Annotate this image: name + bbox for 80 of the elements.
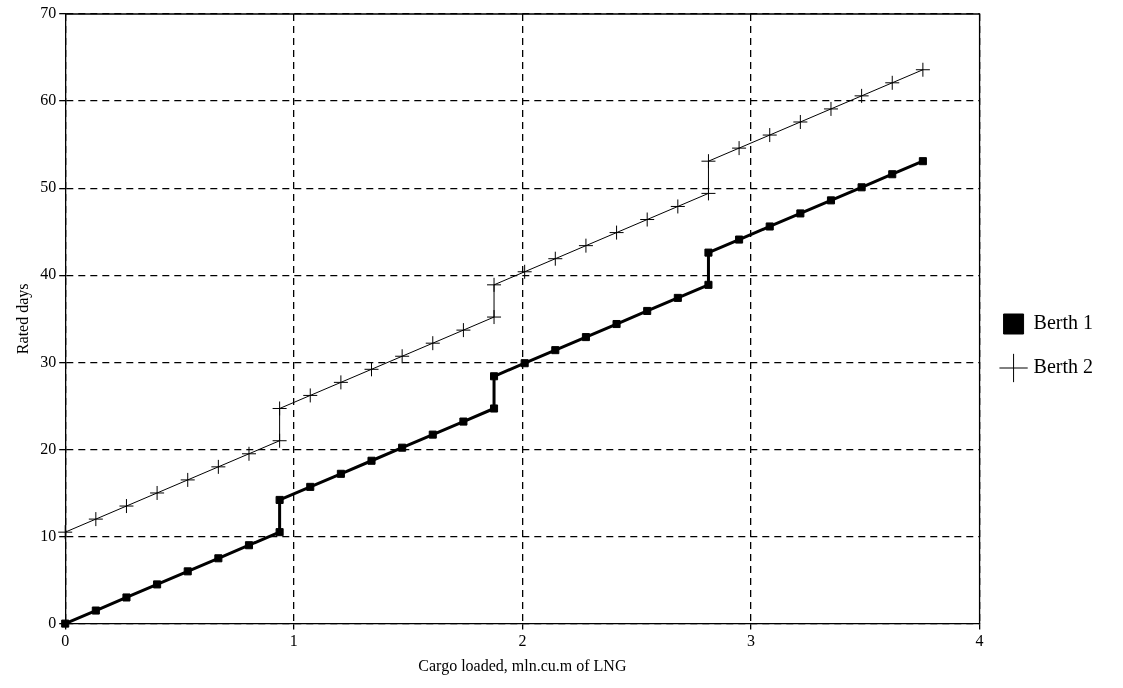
point (336, 469, 345, 478)
point (306, 482, 315, 491)
point (918, 157, 927, 166)
point (700, 185, 716, 201)
point (704, 248, 713, 257)
y-tick-label: 30 (40, 352, 57, 370)
point (490, 404, 499, 413)
point (275, 528, 284, 537)
point (854, 88, 870, 104)
x-tick-label: 3 (746, 632, 755, 650)
point (275, 495, 284, 504)
point (398, 443, 407, 452)
x-tick-label: 2 (518, 632, 527, 650)
point (91, 606, 100, 615)
point (241, 446, 257, 462)
point (459, 417, 468, 426)
point (735, 235, 744, 244)
point (704, 280, 713, 289)
point (272, 401, 288, 416)
point (581, 333, 590, 342)
legend-label: Berth 2 (1033, 355, 1093, 378)
y-tick-label: 20 (40, 439, 57, 457)
point (670, 198, 686, 214)
point (183, 567, 192, 576)
x-tick-label: 4 (975, 632, 984, 650)
point (486, 309, 502, 325)
point (364, 361, 380, 377)
point (455, 322, 471, 338)
x-tick-label: 0 (61, 632, 70, 650)
point (639, 212, 655, 228)
y-tick-label: 50 (40, 178, 57, 196)
point (888, 170, 897, 179)
y-tick-label: 70 (40, 4, 57, 22)
point (643, 306, 652, 315)
x-axis-title: Cargo loaded, mln.cu.m of LNG (418, 656, 627, 675)
point (394, 348, 410, 364)
y-axis-title: Rated days (13, 283, 32, 355)
point (578, 238, 594, 254)
point (547, 251, 563, 267)
point (428, 430, 437, 439)
point (517, 264, 533, 280)
point (490, 372, 499, 381)
point (88, 511, 104, 527)
point (884, 75, 900, 91)
point (609, 225, 625, 241)
point (520, 359, 529, 368)
point (149, 485, 165, 501)
point (153, 580, 162, 589)
point (486, 277, 502, 293)
point (673, 293, 682, 302)
point (333, 374, 349, 390)
point (367, 456, 376, 465)
point (272, 433, 288, 449)
point (765, 222, 774, 231)
point (731, 140, 747, 156)
point (244, 541, 254, 550)
point (180, 472, 196, 488)
legend-label: Berth 1 (1033, 311, 1093, 334)
point (214, 554, 223, 563)
point (700, 153, 716, 169)
point (823, 101, 839, 117)
point (425, 335, 441, 351)
point (857, 183, 866, 192)
point (122, 593, 131, 602)
y-tick-label: 0 (48, 613, 57, 631)
point (118, 498, 134, 514)
point (57, 524, 73, 540)
y-tick-label: 10 (40, 526, 57, 544)
x-tick-label: 1 (289, 632, 298, 650)
point (551, 346, 560, 355)
point (210, 459, 226, 475)
point (792, 114, 808, 130)
point (612, 319, 621, 329)
point (826, 196, 836, 205)
point (762, 127, 778, 143)
y-tick-label: 60 (40, 91, 57, 109)
point (915, 62, 931, 78)
y-tick-label: 40 (40, 265, 57, 283)
point (302, 387, 318, 403)
point (796, 209, 805, 218)
